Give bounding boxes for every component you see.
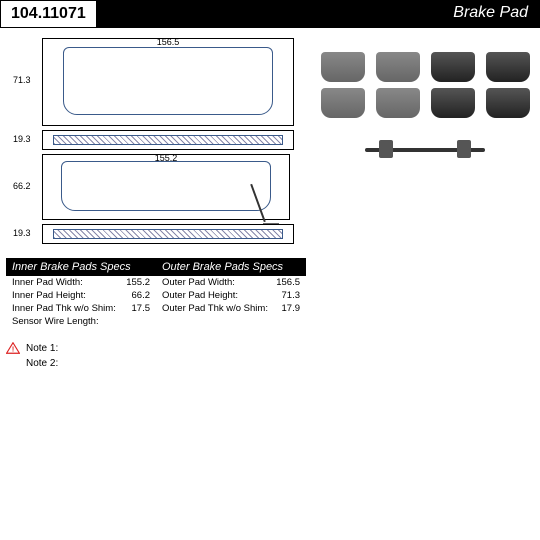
content-row: 156.5 71.3 19.3 155.2 66.2 19.3	[0, 28, 540, 252]
pad-render	[431, 88, 475, 118]
pad-render	[376, 88, 420, 118]
technical-diagrams: 156.5 71.3 19.3 155.2 66.2 19.3	[0, 34, 310, 252]
spec-value: 17.5	[132, 303, 151, 314]
pad-render	[486, 52, 530, 82]
spec-label: Outer Pad Thk w/o Shim:	[162, 303, 268, 314]
page-title: Brake Pad	[441, 0, 540, 28]
specs-tables: Inner Brake Pads Specs Inner Pad Width: 1…	[6, 258, 534, 328]
spec-value: 71.3	[282, 290, 301, 301]
note1-label: Note 1:	[26, 343, 58, 354]
spec-row: Inner Pad Thk w/o Shim: 17.5	[6, 302, 156, 315]
part-number: 104.11071	[0, 0, 97, 28]
note-1: ! Note 1:	[6, 340, 534, 356]
svg-text:!: !	[12, 347, 14, 354]
spec-value: 156.5	[276, 277, 300, 288]
spec-row: Inner Pad Height: 66.2	[6, 289, 156, 302]
note-2: Note 2:	[6, 356, 534, 371]
inner-thickness-diagram: 19.3	[42, 224, 294, 244]
outer-thk-dim: 19.3	[13, 134, 31, 144]
inner-thickness-hatch	[53, 229, 283, 239]
spec-row: Inner Pad Width: 155.2	[6, 276, 156, 289]
spec-row: Sensor Wire Length:	[6, 315, 156, 328]
hardware-clip	[318, 138, 532, 166]
warning-icon: !	[6, 342, 20, 354]
outer-pad-diagram: 156.5 71.3	[42, 38, 294, 126]
pad-render	[321, 88, 365, 118]
inner-pad-outline	[61, 161, 271, 211]
outer-pad-outline	[63, 47, 273, 115]
outer-width-dim: 156.5	[157, 37, 180, 47]
outer-height-dim: 71.3	[13, 75, 31, 85]
spec-label: Inner Pad Width:	[12, 277, 83, 288]
spec-value: 155.2	[126, 277, 150, 288]
spec-label: Outer Pad Height:	[162, 290, 238, 301]
pad-photo-grid	[318, 52, 532, 118]
spec-row: Outer Pad Thk w/o Shim: 17.9	[156, 302, 306, 315]
outer-thickness-hatch	[53, 135, 283, 145]
note2-label: Note 2:	[26, 358, 58, 369]
pad-render	[431, 52, 475, 82]
inner-specs-title: Inner Brake Pads Specs	[6, 258, 156, 276]
spec-label: Sensor Wire Length:	[12, 316, 99, 327]
header-bar: 104.11071 Brake Pad	[0, 0, 540, 28]
product-photo-panel	[310, 34, 540, 252]
spec-label: Inner Pad Thk w/o Shim:	[12, 303, 116, 314]
inner-pad-diagram: 155.2 66.2	[42, 154, 290, 220]
outer-thickness-diagram: 19.3	[42, 130, 294, 150]
inner-thk-dim: 19.3	[13, 228, 31, 238]
outer-specs-title: Outer Brake Pads Specs	[156, 258, 306, 276]
pad-render	[486, 88, 530, 118]
pad-render	[376, 52, 420, 82]
spec-row: Outer Pad Height: 71.3	[156, 289, 306, 302]
spec-label: Outer Pad Width:	[162, 277, 235, 288]
inner-specs: Inner Brake Pads Specs Inner Pad Width: 1…	[6, 258, 156, 328]
outer-specs: Outer Brake Pads Specs Outer Pad Width: 1…	[156, 258, 306, 328]
notes-section: ! Note 1: Note 2:	[6, 340, 534, 371]
inner-height-dim: 66.2	[13, 181, 31, 191]
spec-label: Inner Pad Height:	[12, 290, 86, 301]
spec-value: 66.2	[132, 290, 151, 301]
spec-row: Outer Pad Width: 156.5	[156, 276, 306, 289]
spec-value: 17.9	[282, 303, 301, 314]
pad-render	[321, 52, 365, 82]
